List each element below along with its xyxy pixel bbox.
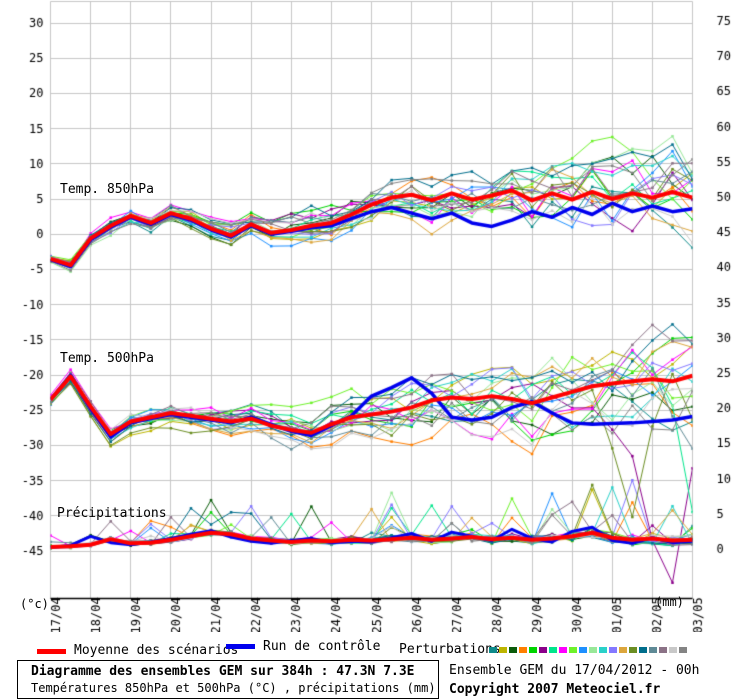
perturbation-swatch <box>589 647 597 653</box>
perturbation-swatch <box>639 647 647 653</box>
perturbation-swatch <box>669 647 677 653</box>
copyright-text: Copyright 2007 Meteociel.fr <box>449 682 661 697</box>
perturbation-swatch <box>649 647 657 653</box>
panel-label-precipitations: Précipitations <box>57 506 167 521</box>
perturbation-swatch <box>569 647 577 653</box>
control-legend-line <box>226 644 255 649</box>
ensemble-chart-canvas <box>0 0 740 632</box>
control-legend-label: Run de contrôle <box>263 639 381 654</box>
perturbation-swatch <box>549 647 557 653</box>
perturbation-swatch <box>509 647 517 653</box>
perturbation-swatch <box>489 647 497 653</box>
perturbation-swatch <box>499 647 507 653</box>
diagram-title: Diagramme des ensembles GEM sur 384h : 4… <box>31 664 415 679</box>
perturbation-swatch <box>629 647 637 653</box>
panel-label-temp-500hpa: Temp. 500hPa <box>60 351 154 366</box>
perturbation-swatch <box>579 647 587 653</box>
perturbation-swatch <box>599 647 607 653</box>
right-axis-unit-label: (mm) <box>655 595 684 609</box>
run-info-text: Ensemble GEM du 17/04/2012 - 00h <box>449 663 700 678</box>
mean-legend-line <box>37 649 66 654</box>
perturbation-swatch <box>679 647 687 653</box>
perturbation-swatch <box>519 647 527 653</box>
perturbation-color-swatches <box>489 647 689 653</box>
panel-label-temp-850hpa: Temp. 850hPa <box>60 182 154 197</box>
left-axis-unit-label: (°c) <box>20 597 49 611</box>
perturbation-swatch <box>529 647 537 653</box>
diagram-subtitle: Températures 850hPa et 500hPa (°C) , pré… <box>31 681 436 695</box>
diagram-info-box: Diagramme des ensembles GEM sur 384h : 4… <box>17 660 439 699</box>
perturbations-legend-label: Perturbations <box>399 642 501 657</box>
perturbation-swatch <box>539 647 547 653</box>
mean-legend-label: Moyenne des scénarios <box>74 643 239 658</box>
perturbation-swatch <box>619 647 627 653</box>
perturbation-swatch <box>559 647 567 653</box>
perturbation-swatch <box>609 647 617 653</box>
perturbation-swatch <box>659 647 667 653</box>
